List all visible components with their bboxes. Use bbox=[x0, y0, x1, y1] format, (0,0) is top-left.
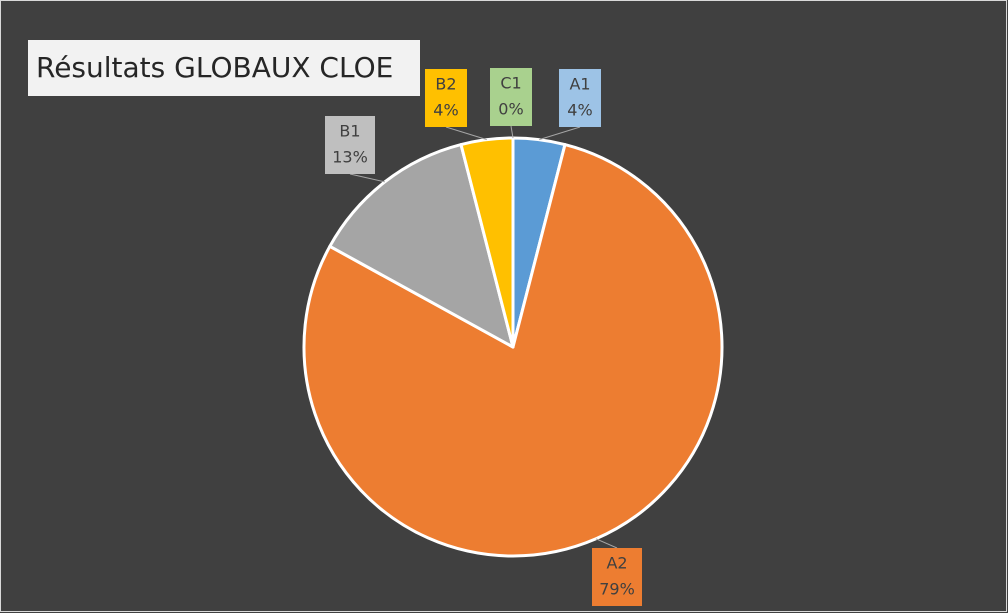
chart-title: Résultats GLOBAUX CLOE bbox=[36, 51, 393, 84]
label-value: 4% bbox=[567, 101, 592, 120]
label-box bbox=[490, 68, 532, 126]
leader-line bbox=[349, 173, 386, 183]
label-box bbox=[592, 548, 642, 606]
label-category: A1 bbox=[569, 75, 590, 94]
title-box bbox=[28, 40, 420, 96]
label-value: 13% bbox=[332, 148, 368, 167]
leader-line bbox=[510, 125, 514, 139]
label-value: 79% bbox=[599, 580, 635, 599]
data-label: C10% bbox=[490, 68, 532, 126]
label-category: C1 bbox=[500, 74, 521, 93]
label-category: B1 bbox=[339, 122, 360, 141]
label-category: A2 bbox=[606, 554, 627, 573]
label-box bbox=[325, 116, 375, 174]
leader-line bbox=[595, 538, 618, 549]
label-value: 0% bbox=[498, 100, 523, 119]
label-category: B2 bbox=[435, 75, 456, 94]
data-label: B24% bbox=[425, 69, 467, 127]
data-label: A14% bbox=[559, 69, 601, 127]
pie-slice bbox=[328, 143, 515, 349]
leader-line bbox=[445, 126, 487, 141]
leader-line bbox=[539, 126, 581, 141]
label-box bbox=[559, 69, 601, 127]
pie-slice bbox=[302, 143, 724, 558]
label-box bbox=[425, 69, 467, 127]
label-value: 4% bbox=[433, 101, 458, 120]
